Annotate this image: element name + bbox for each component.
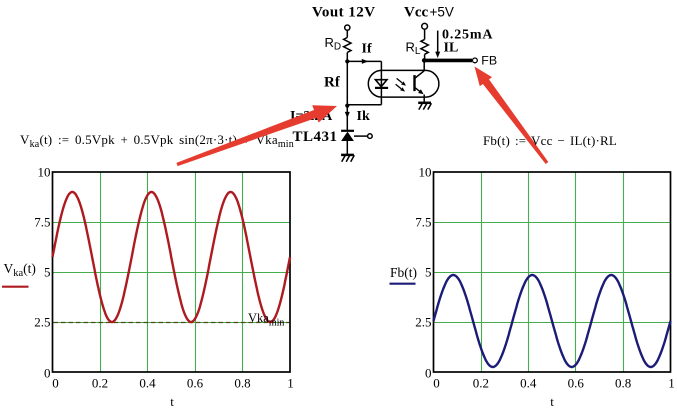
svg-text:t: t xyxy=(170,394,174,409)
svg-text:0.8: 0.8 xyxy=(615,376,631,391)
svg-text:0.25mA: 0.25mA xyxy=(442,28,493,43)
svg-text:0.2: 0.2 xyxy=(473,376,489,391)
svg-text:1: 1 xyxy=(287,376,294,391)
svg-text:0: 0 xyxy=(52,376,59,391)
svg-text:Vka(t): Vka(t) xyxy=(4,261,36,279)
svg-text:Vout 12V: Vout 12V xyxy=(312,5,375,21)
svg-text:0.2: 0.2 xyxy=(92,376,108,391)
svg-text:0.6: 0.6 xyxy=(187,376,204,391)
svg-text:Fb(t): Fb(t) xyxy=(390,265,417,280)
svg-text:1: 1 xyxy=(668,376,675,391)
svg-text:Fb(t) := Vcc − IL(t)·RL: Fb(t) := Vcc − IL(t)·RL xyxy=(483,133,617,148)
svg-text:0.4: 0.4 xyxy=(139,376,156,391)
svg-text:10: 10 xyxy=(38,165,51,180)
svg-text:0.6: 0.6 xyxy=(568,376,585,391)
svg-text:5: 5 xyxy=(425,265,432,280)
svg-text:7.5: 7.5 xyxy=(415,215,431,230)
svg-text:Rf: Rf xyxy=(324,75,341,91)
svg-text:0: 0 xyxy=(44,366,51,381)
svg-text:10: 10 xyxy=(419,165,432,180)
svg-text:0.4: 0.4 xyxy=(520,376,537,391)
svg-text:2.5: 2.5 xyxy=(415,315,431,330)
svg-text:Vcc: Vcc xyxy=(404,5,428,21)
svg-text:TL431: TL431 xyxy=(293,129,338,145)
svg-text:If: If xyxy=(362,42,372,57)
svg-text:5: 5 xyxy=(44,265,51,280)
svg-text:0: 0 xyxy=(433,376,440,391)
svg-text:2.5: 2.5 xyxy=(34,315,50,330)
svg-text:+5V: +5V xyxy=(430,5,454,20)
svg-text:Ik: Ik xyxy=(357,109,370,124)
svg-text:7.5: 7.5 xyxy=(34,215,50,230)
svg-text:0: 0 xyxy=(425,366,432,381)
svg-text:0.8: 0.8 xyxy=(234,376,250,391)
svg-text:t: t xyxy=(550,394,554,409)
svg-text:IL: IL xyxy=(444,41,459,56)
svg-text:FB: FB xyxy=(481,53,497,67)
